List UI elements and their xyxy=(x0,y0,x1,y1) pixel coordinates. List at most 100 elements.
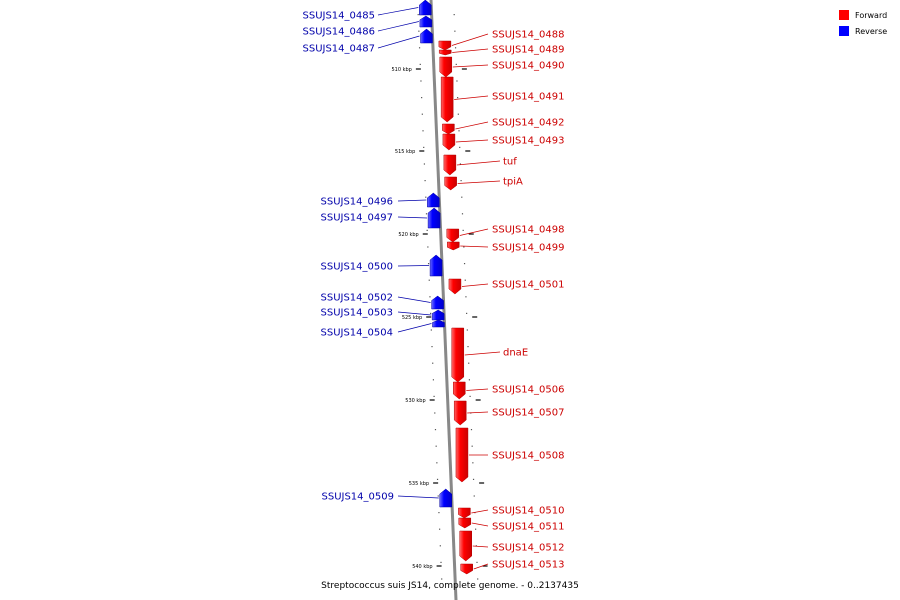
gene-leader-line xyxy=(472,545,489,548)
gene-leader-line xyxy=(461,283,489,287)
gene-block-SSUJS14_0499[interactable] xyxy=(447,241,460,251)
gene-label-SSUJS14_0497[interactable]: SSUJS14_0497 xyxy=(321,213,394,224)
gene-block-tpiA[interactable] xyxy=(444,176,457,191)
tick-mark-minor xyxy=(471,445,473,447)
gene-label-SSUJS14_0501[interactable]: SSUJS14_0501 xyxy=(492,280,565,291)
tick-mark-minor xyxy=(419,63,421,65)
gene-block-SSUJS14_0503[interactable] xyxy=(431,309,445,321)
gene-label-SSUJS14_0506[interactable]: SSUJS14_0506 xyxy=(492,385,565,396)
gene-block-dnaE[interactable] xyxy=(451,327,465,383)
gene-label-SSUJS14_0490[interactable]: SSUJS14_0490 xyxy=(492,61,565,72)
gene-block-SSUJS14_0500[interactable] xyxy=(429,254,443,277)
gene-label-tpiA[interactable]: tpiA xyxy=(503,177,523,188)
gene-label-SSUJS14_0496[interactable]: SSUJS14_0496 xyxy=(321,197,394,208)
gene-label-SSUJS14_0511[interactable]: SSUJS14_0511 xyxy=(492,522,565,533)
gene-block-SSUJS14_0502[interactable] xyxy=(431,295,444,310)
legend: Forward Reverse xyxy=(839,10,887,36)
label-layer: SSUJS14_0485 SSUJS14_0486 SSUJS14_0487 SSUJ… xyxy=(303,7,565,571)
tick-mark-minor xyxy=(457,97,459,99)
gene-label-SSUJS14_0510[interactable]: SSUJS14_0510 xyxy=(492,506,565,517)
gene-label-SSUJS14_0489[interactable]: SSUJS14_0489 xyxy=(492,45,565,56)
gene-label-SSUJS14_0486[interactable]: SSUJS14_0486 xyxy=(303,27,376,38)
gene-label-tuf[interactable]: tuf xyxy=(503,157,517,168)
gene-block-SSUJS14_0511[interactable] xyxy=(458,517,472,529)
tick-mark-minor xyxy=(434,429,437,431)
gene-leader-line xyxy=(397,323,432,333)
gene-label-SSUJS14_0502[interactable]: SSUJS14_0502 xyxy=(321,293,394,304)
tick-mark-minor xyxy=(469,395,471,397)
gene-block-SSUJS14_0497[interactable] xyxy=(427,207,441,229)
legend-label-reverse: Reverse xyxy=(855,27,887,36)
gene-leader-line xyxy=(471,522,489,527)
gene-label-SSUJS14_0507[interactable]: SSUJS14_0507 xyxy=(492,408,565,419)
gene-label-SSUJS14_0513[interactable]: SSUJS14_0513 xyxy=(492,560,565,571)
gene-leader-line xyxy=(455,139,489,143)
gene-block-SSUJS14_0510[interactable] xyxy=(458,507,471,519)
gene-block-SSUJS14_0504[interactable] xyxy=(432,319,445,328)
gene-block-SSUJS14_0501[interactable] xyxy=(448,278,462,295)
tick-label: 540 kbp xyxy=(412,564,432,570)
legend-swatch-reverse xyxy=(839,26,849,36)
gene-block-SSUJS14_0508[interactable] xyxy=(455,427,469,483)
gene-label-SSUJS14_0485[interactable]: SSUJS14_0485 xyxy=(303,11,376,22)
gene-block-SSUJS14_0487[interactable] xyxy=(420,28,433,44)
tick-mark-minor xyxy=(468,379,470,381)
tick-mark-minor xyxy=(429,296,431,298)
tick-mark-minor xyxy=(461,213,464,215)
gene-block-SSUJS14_0512[interactable] xyxy=(459,530,472,562)
gene-block-SSUJS14_0488[interactable] xyxy=(438,40,452,51)
tick-mark-minor xyxy=(465,296,467,298)
tick-mark-minor xyxy=(456,80,458,82)
gene-leader-line xyxy=(377,7,419,16)
gene-label-SSUJS14_0503[interactable]: SSUJS14_0503 xyxy=(321,308,394,319)
gene-label-SSUJS14_0493[interactable]: SSUJS14_0493 xyxy=(492,136,565,147)
gene-label-SSUJS14_0508[interactable]: SSUJS14_0508 xyxy=(492,451,565,462)
gene-label-SSUJS14_0488[interactable]: SSUJS14_0488 xyxy=(492,30,565,41)
gene-label-SSUJS14_0487[interactable]: SSUJS14_0487 xyxy=(303,44,376,55)
gene-block-SSUJS14_0506[interactable] xyxy=(453,381,466,400)
tick-mark-minor xyxy=(470,429,473,431)
gene-leader-line xyxy=(397,296,431,303)
gene-leader-line xyxy=(454,95,489,100)
gene-label-SSUJS14_0504[interactable]: SSUJS14_0504 xyxy=(321,328,394,339)
gene-label-SSUJS14_0498[interactable]: SSUJS14_0498 xyxy=(492,225,565,236)
gene-leader-line xyxy=(397,216,428,219)
gene-label-SSUJS14_0512[interactable]: SSUJS14_0512 xyxy=(492,543,565,554)
tick-label: 520 kbp xyxy=(398,232,418,238)
gene-block-SSUJS14_0489[interactable] xyxy=(438,49,452,56)
tick-mark-minor xyxy=(433,395,435,397)
tick-mark-minor xyxy=(437,495,439,497)
gene-block-SSUJS14_0496[interactable] xyxy=(427,192,440,208)
gene-label-SSUJS14_0499[interactable]: SSUJS14_0499 xyxy=(492,243,565,254)
gene-label-SSUJS14_0509[interactable]: SSUJS14_0509 xyxy=(322,492,395,503)
gene-block-SSUJS14_0507[interactable] xyxy=(453,400,467,426)
gene-block-SSUJS14_0513[interactable] xyxy=(460,563,473,575)
gene-leader-line xyxy=(377,21,419,32)
tick-mark-minor xyxy=(428,279,430,281)
gene-block-SSUJS14_0491[interactable] xyxy=(440,76,454,123)
gene-block-tuf[interactable] xyxy=(443,154,457,176)
tick-mark-minor xyxy=(438,512,440,514)
tick-mark-minor xyxy=(421,97,423,99)
gene-leader-line xyxy=(452,48,489,53)
gene-block-SSUJS14_0490[interactable] xyxy=(439,56,453,78)
gene-block-SSUJS14_0498[interactable] xyxy=(446,228,460,243)
gene-leader-line xyxy=(459,228,489,236)
gene-layer xyxy=(419,0,473,575)
tick-mark-minor xyxy=(462,229,464,231)
gene-label-SSUJS14_0500[interactable]: SSUJS14_0500 xyxy=(321,262,394,273)
tick-mark-minor xyxy=(477,578,479,580)
gene-block-SSUJS14_0485[interactable] xyxy=(419,0,432,16)
gene-label-dnaE[interactable]: dnaE xyxy=(503,348,528,359)
gene-block-SSUJS14_0492[interactable] xyxy=(442,123,455,135)
gene-block-SSUJS14_0493[interactable] xyxy=(442,133,456,151)
gene-leader-line xyxy=(457,180,501,184)
tick-mark-minor xyxy=(454,47,457,49)
gene-block-SSUJS14_0486[interactable] xyxy=(419,15,433,28)
gene-label-SSUJS14_0492[interactable]: SSUJS14_0492 xyxy=(492,118,565,129)
gene-leader-line xyxy=(467,411,489,414)
gene-block-SSUJS14_0509[interactable] xyxy=(439,488,452,508)
tick-mark-minor xyxy=(458,130,460,132)
gene-label-SSUJS14_0491[interactable]: SSUJS14_0491 xyxy=(492,92,565,103)
tick-label: 515 kbp xyxy=(395,149,415,155)
